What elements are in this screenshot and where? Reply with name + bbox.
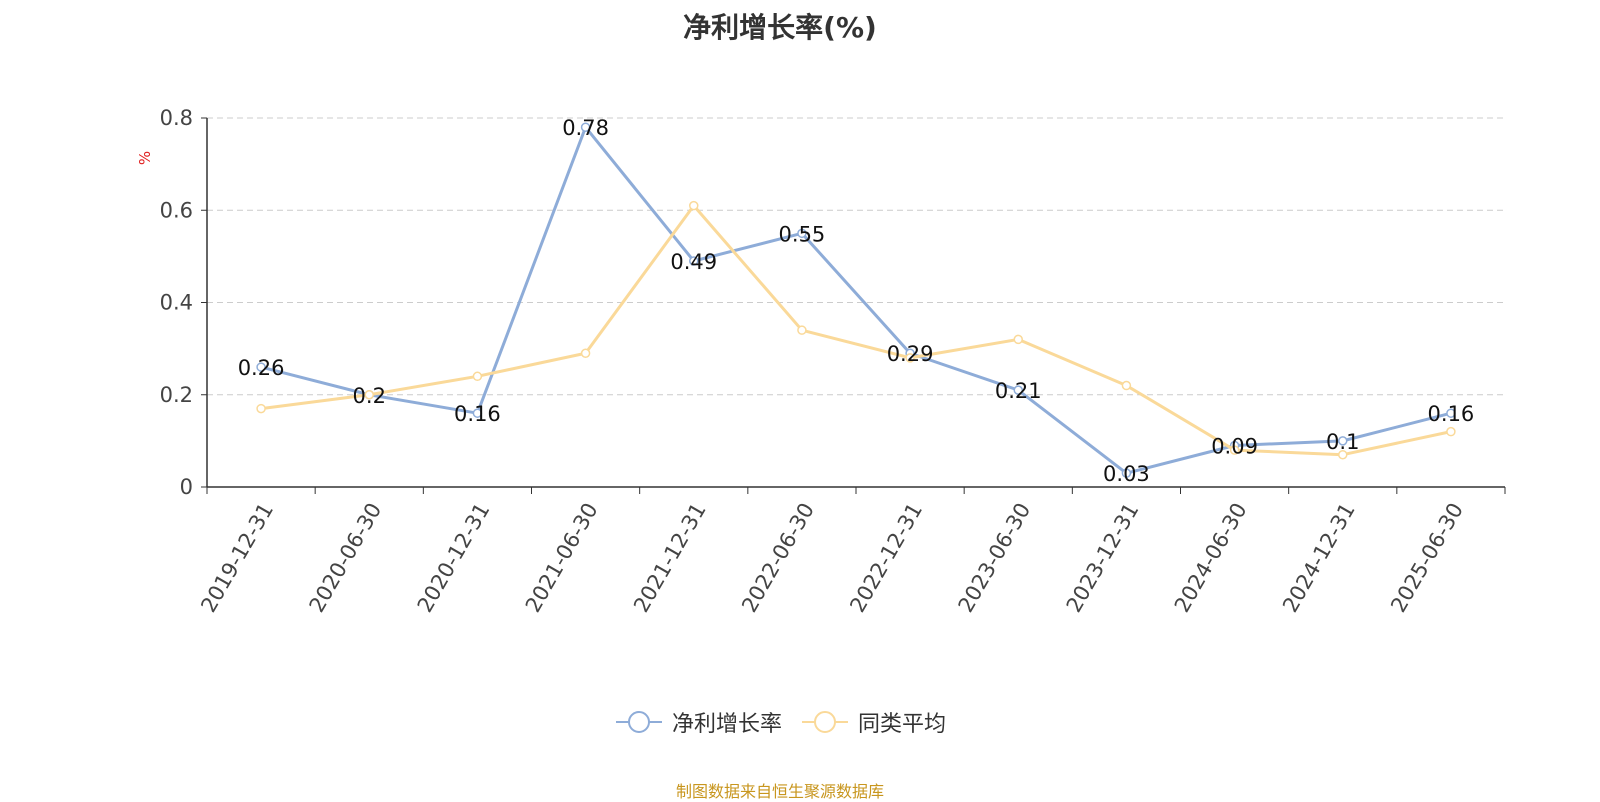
series-line-2 (260, 204, 1452, 457)
data-point (580, 122, 591, 132)
data-label: 0.29 (887, 342, 934, 366)
data-label: 0.09 (1211, 434, 1258, 458)
legend-item[interactable]: 净利增长率 (614, 706, 782, 738)
data-point (1446, 426, 1456, 437)
x-tick-label: 2022-12-31 (845, 499, 927, 617)
data-point (1446, 408, 1456, 418)
data-point (797, 325, 807, 335)
data-point (689, 200, 699, 211)
x-tick-label: 2019-12-31 (196, 499, 278, 617)
legend-swatch-icon (615, 711, 662, 733)
legend-label: 同类平均 (858, 712, 947, 737)
series-layer (256, 122, 1456, 478)
data-point (472, 408, 483, 418)
y-tick-label: 0.8 (160, 106, 193, 130)
grid-layer (207, 117, 1505, 396)
x-tick-label: 2021-06-30 (521, 499, 603, 617)
data-point (580, 348, 591, 358)
data-label: 0.55 (779, 222, 826, 246)
data-point (256, 403, 266, 414)
x-tick-label: 2024-06-30 (1170, 499, 1252, 617)
x-tick-label: 2020-12-31 (413, 499, 495, 617)
data-label: 0.16 (1428, 402, 1475, 426)
data-point (472, 371, 483, 382)
x-tick-label: 2023-06-30 (954, 499, 1036, 617)
data-point (797, 228, 807, 239)
y-tick-label: 0.4 (160, 291, 193, 315)
data-label: 0.49 (670, 250, 717, 274)
x-tick-label: 2021-12-31 (629, 499, 711, 617)
data-label: 0.21 (995, 379, 1042, 403)
data-point (1013, 385, 1023, 395)
data-point (1229, 445, 1240, 455)
x-tick-label: 2023-12-31 (1062, 499, 1144, 617)
data-label: 0.1 (1326, 430, 1359, 454)
x-tick-label: 2020-06-30 (305, 499, 387, 617)
series-line-1 (260, 125, 1452, 475)
label-layer: 0.26 0.2 0.16 0.78 0.49 0.55 0.29 0.21 0.03 0.09 0… (238, 116, 1475, 486)
legend-swatch-icon (802, 711, 848, 733)
y-axis-label: % (136, 151, 154, 165)
data-label: 0.78 (562, 116, 609, 140)
legend: 净利增长率 同类平均 (0, 706, 1560, 738)
legend-label: 净利增长率 (671, 712, 782, 737)
axis-layer: 0 0.2 0.4 0.6 0.8% 2019-12-31 2020-06-30 2020-1… (136, 106, 1506, 617)
data-point (364, 390, 374, 400)
data-point (1338, 436, 1348, 446)
data-label: 0.2 (353, 384, 386, 408)
data-point (1338, 449, 1348, 460)
data-point (1013, 334, 1023, 345)
line-chart: 0 0.2 0.4 0.6 0.8% 2019-12-31 2020-06-30 2020-1… (136, 106, 1506, 617)
data-point (256, 362, 266, 372)
data-point (1121, 380, 1132, 391)
data-label: 0.03 (1103, 462, 1150, 486)
x-tick-label: 2024-12-31 (1278, 499, 1360, 617)
legend-swatch-circle (814, 711, 836, 733)
data-point (1121, 468, 1132, 478)
data-point (689, 256, 699, 266)
legend-item[interactable]: 同类平均 (800, 706, 946, 738)
y-tick-label: 0.6 (160, 198, 193, 222)
y-tick-label: 0 (180, 475, 193, 499)
x-tick-label: 2025-06-30 (1386, 499, 1468, 617)
x-tick-label: 2022-06-30 (737, 499, 819, 617)
data-label: 0.26 (238, 356, 285, 380)
data-point (905, 353, 915, 363)
data-label: 0.16 (454, 402, 501, 426)
legend-swatch-circle (627, 711, 650, 733)
y-tick-label: 0.2 (160, 383, 193, 407)
source-note: 制图数据来自恒生聚源数据库 (675, 782, 884, 801)
chart-title: 净利增长率(%) (683, 11, 877, 44)
